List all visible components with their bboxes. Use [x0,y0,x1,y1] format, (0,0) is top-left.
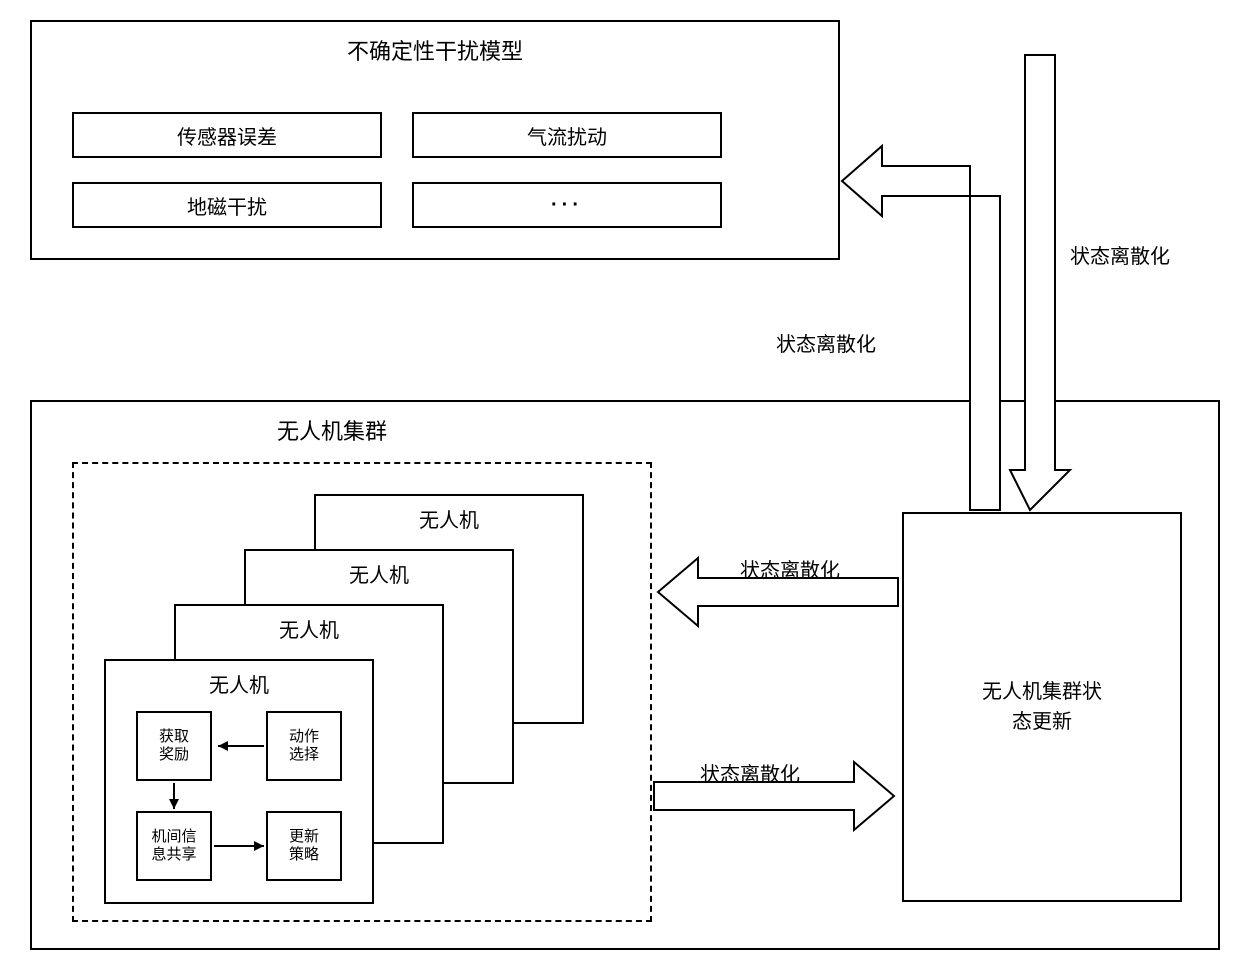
uncertainty-model-title: 不确定性干扰模型 [32,34,838,66]
uav-swarm-panel: 无人机集群 无人机 无人机 无人机 无人机 获取 奖励 动作 选择 机间信 息共… [30,400,1220,950]
uav-card-1: 无人机 获取 奖励 动作 选择 机间信 息共享 更新 策略 [104,659,374,904]
cell-share: 机间信 息共享 [136,811,212,881]
label-sd-4: 状态离散化 [700,758,800,787]
uav-card-3-title: 无人机 [246,551,512,596]
cell-reward: 获取 奖励 [136,711,212,781]
state-update-text: 无人机集群状 态更新 [982,677,1102,737]
uav-card-4-title: 无人机 [316,496,582,541]
box-airflow: 气流扰动 [412,112,722,158]
label-sd-3: 状态离散化 [740,554,840,583]
box-more: ··· [412,182,722,228]
uav-card-2-title: 无人机 [176,606,442,651]
box-geomagnetic: 地磁干扰 [72,182,382,228]
cell-update: 更新 策略 [266,811,342,881]
uav-card-1-title: 无人机 [106,661,372,706]
label-sd-2: 状态离散化 [776,328,876,357]
cell-action: 动作 选择 [266,711,342,781]
uncertainty-model-panel: 不确定性干扰模型 传感器误差 气流扰动 地磁干扰 ··· [30,20,840,260]
uav-dashed-group: 无人机 无人机 无人机 无人机 获取 奖励 动作 选择 机间信 息共享 更新 策… [72,462,652,922]
uav-swarm-title: 无人机集群 [32,414,632,446]
state-update-box: 无人机集群状 态更新 [902,512,1182,902]
label-sd-1: 状态离散化 [1070,240,1170,269]
box-sensor-error: 传感器误差 [72,112,382,158]
